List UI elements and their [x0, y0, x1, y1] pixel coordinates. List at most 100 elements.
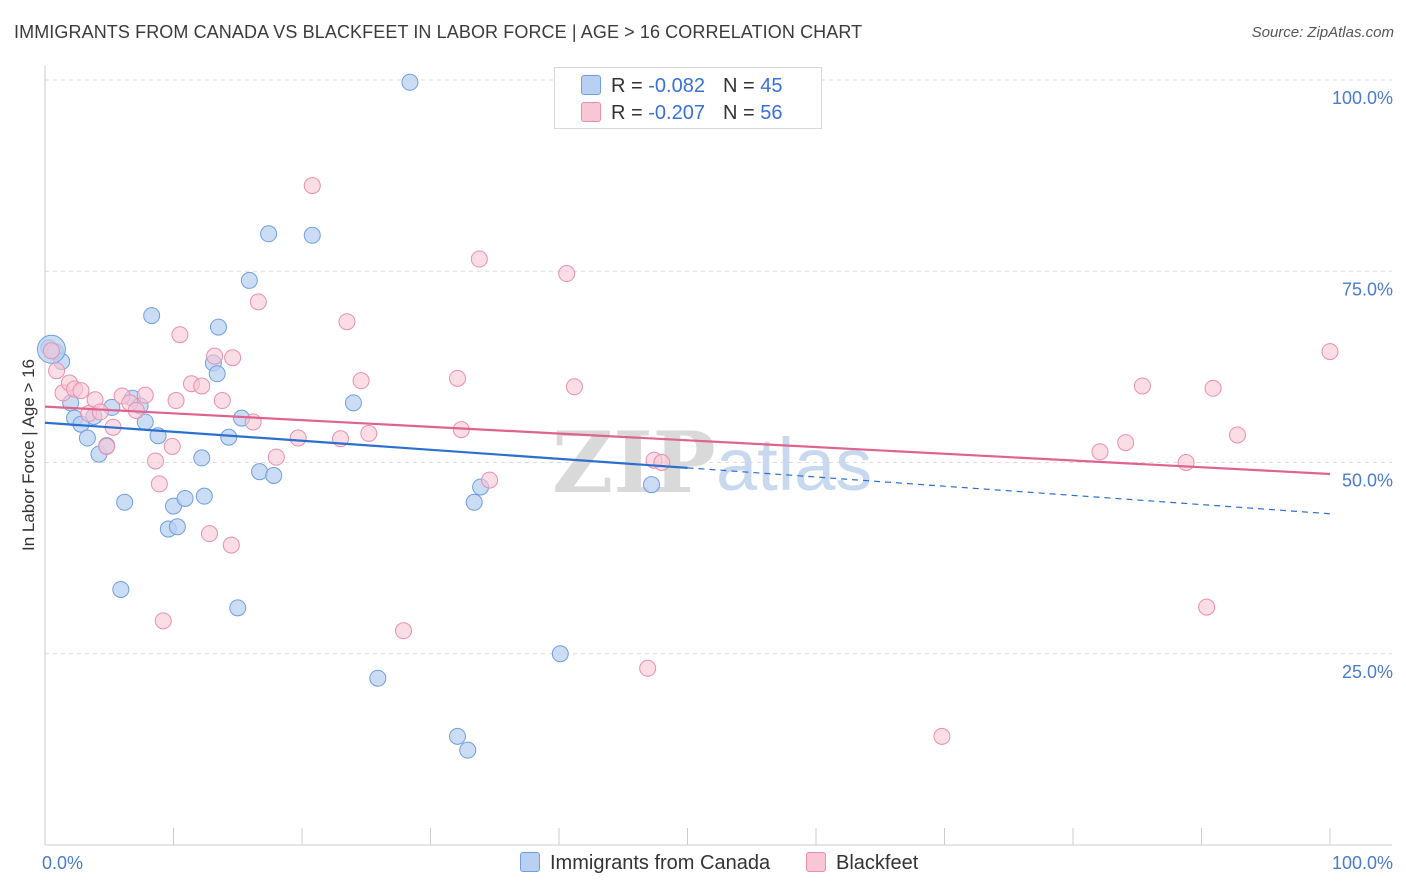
- point-canada: [303, 226, 321, 244]
- legend-swatch-blackfeet: [581, 102, 601, 122]
- point-canada: [176, 489, 194, 507]
- point-canada: [344, 394, 362, 412]
- point-canada: [229, 599, 247, 617]
- point-blackfeet: [1133, 377, 1151, 395]
- point-canada: [265, 467, 283, 485]
- point-blackfeet: [136, 386, 154, 404]
- legend-r-value-blackfeet: -0.207: [648, 102, 705, 124]
- legend-n-label: N =: [722, 75, 755, 97]
- axes: [44, 66, 1392, 846]
- point-blackfeet: [147, 452, 165, 470]
- series-swatch-blackfeet: [806, 852, 826, 872]
- series-canada-points: [36, 73, 661, 759]
- watermark-atlas: atlas: [716, 423, 872, 506]
- point-canada: [251, 463, 269, 481]
- point-blackfeet: [154, 612, 172, 630]
- point-blackfeet: [193, 377, 211, 395]
- point-canada: [78, 429, 96, 447]
- source-label: Source:: [1251, 24, 1304, 41]
- point-blackfeet: [303, 177, 321, 195]
- point-blackfeet: [352, 372, 370, 390]
- point-canada: [448, 727, 466, 745]
- point-blackfeet: [338, 313, 356, 331]
- point-blackfeet: [224, 349, 242, 367]
- trendline-blackfeet: [44, 405, 1331, 476]
- series-label-blackfeet: Blackfeet: [836, 852, 919, 874]
- point-canada: [116, 493, 134, 511]
- point-blackfeet: [1198, 598, 1216, 616]
- point-blackfeet: [1117, 434, 1135, 452]
- point-blackfeet: [1228, 426, 1246, 444]
- point-blackfeet: [163, 437, 181, 455]
- point-blackfeet: [91, 403, 109, 421]
- y-tick-label: 100.0%: [1332, 88, 1393, 108]
- source-value: ZipAtlas.com: [1307, 24, 1394, 41]
- point-blackfeet: [1321, 343, 1339, 361]
- point-blackfeet: [48, 362, 66, 380]
- point-blackfeet: [213, 392, 231, 410]
- point-blackfeet: [933, 727, 951, 745]
- x-tick-label-min: 0.0%: [42, 853, 83, 873]
- point-blackfeet: [470, 250, 488, 268]
- point-blackfeet: [222, 536, 240, 554]
- point-blackfeet: [1091, 443, 1109, 461]
- point-blackfeet: [167, 392, 185, 410]
- y-tick-label: 25.0%: [1342, 662, 1393, 682]
- legend-row-canada: R = -0.082 N = 45: [581, 75, 782, 99]
- point-blackfeet: [206, 347, 224, 365]
- point-blackfeet: [42, 342, 60, 360]
- series-legend-blackfeet: Blackfeet: [806, 852, 918, 875]
- series-blackfeet-points: [42, 177, 1339, 745]
- point-blackfeet: [289, 429, 307, 447]
- point-canada: [208, 365, 226, 383]
- point-canada: [209, 318, 227, 336]
- series-label-canada: Immigrants from Canada: [550, 852, 771, 874]
- point-blackfeet: [653, 454, 671, 471]
- point-canada: [459, 741, 477, 759]
- chart-title: IMMIGRANTS FROM CANADA VS BLACKFEET IN L…: [14, 22, 863, 42]
- point-blackfeet: [360, 424, 378, 442]
- point-canada: [465, 493, 483, 511]
- point-blackfeet: [150, 475, 168, 493]
- legend-row-blackfeet: R = -0.207 N = 56: [581, 102, 782, 126]
- trendlines: [44, 405, 1331, 515]
- point-canada: [168, 518, 186, 536]
- point-canada: [369, 669, 387, 687]
- legend-n-value-blackfeet: 56: [760, 102, 783, 124]
- point-canada: [143, 307, 161, 325]
- point-blackfeet: [565, 378, 583, 396]
- point-blackfeet: [448, 369, 466, 387]
- chart-source: Source: ZipAtlas.com: [1252, 24, 1394, 41]
- point-blackfeet: [267, 448, 285, 466]
- legend-r-label: R =: [611, 102, 643, 124]
- point-canada: [240, 271, 258, 289]
- stats-legend: R = -0.082 N = 45 R = -0.207 N = 56: [554, 67, 822, 129]
- legend-r-value-canada: -0.082: [648, 75, 705, 97]
- point-blackfeet: [395, 622, 413, 640]
- series-swatch-canada: [520, 852, 540, 872]
- point-canada: [643, 476, 661, 494]
- point-canada: [112, 580, 130, 598]
- trendline-canada-extrapolated: [687, 467, 1331, 515]
- watermark: ZIP atlas: [552, 413, 872, 512]
- watermark-zip: ZIP: [552, 413, 716, 512]
- series-legend: Immigrants from Canada Blackfeet: [0, 852, 1406, 876]
- gridlines: [45, 79, 1392, 655]
- point-canada: [220, 428, 238, 446]
- series-legend-canada: Immigrants from Canada: [520, 852, 770, 875]
- point-blackfeet: [98, 437, 116, 455]
- point-blackfeet: [200, 525, 218, 543]
- point-blackfeet: [72, 382, 90, 400]
- legend-swatch-canada: [581, 75, 601, 95]
- legend-r-label: R =: [611, 75, 643, 97]
- point-canada: [193, 449, 211, 467]
- point-blackfeet: [558, 265, 576, 283]
- point-blackfeet: [639, 659, 657, 677]
- trendline-canada: [44, 421, 688, 469]
- tick-labels: 25.0% 50.0% 75.0% 100.0% 0.0% 100.0%: [42, 88, 1393, 873]
- y-tick-label: 50.0%: [1342, 471, 1393, 491]
- point-blackfeet: [249, 293, 267, 311]
- x-tick-label-max: 100.0%: [1332, 853, 1393, 873]
- point-canada: [195, 487, 213, 505]
